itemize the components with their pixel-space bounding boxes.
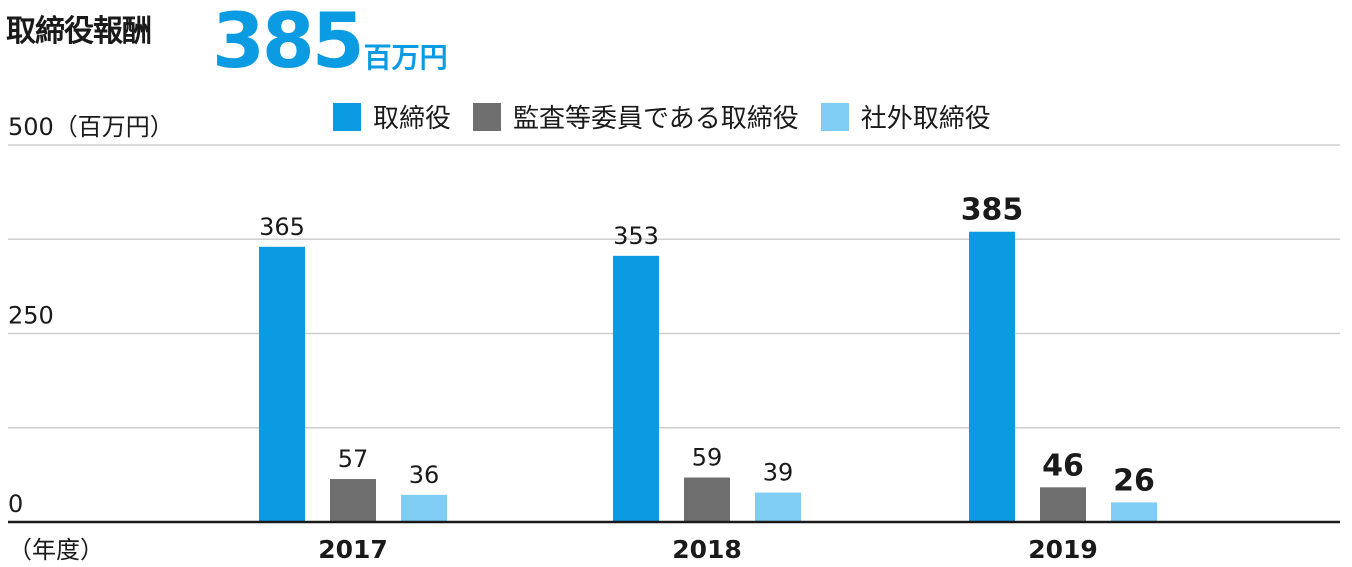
- legend-swatch-outside: [820, 102, 849, 131]
- data-label: 39: [763, 459, 794, 487]
- data-label: 46: [1042, 448, 1084, 483]
- bar: [1040, 487, 1086, 522]
- data-label: 26: [1113, 463, 1155, 498]
- data-label: 57: [338, 445, 369, 473]
- y-tick-label: 500（百万円）: [8, 113, 174, 141]
- bar: [330, 479, 376, 522]
- data-label: 353: [613, 222, 659, 250]
- bar: [969, 231, 1015, 522]
- chart-title: 取締役報酬: [6, 14, 152, 49]
- data-label: 385: [961, 193, 1024, 228]
- bar: [684, 477, 730, 522]
- bar: [755, 492, 801, 522]
- legend-label-audit: 監査等委員である取締役: [513, 104, 799, 134]
- y-tick-label: 0: [8, 490, 23, 518]
- legend-label-directors: 取締役: [373, 104, 452, 134]
- data-label: 365: [259, 213, 305, 241]
- legend-swatch-directors: [333, 102, 361, 131]
- y-tick-label: 250: [8, 302, 54, 330]
- legend-item-audit: 監査等委員である取締役: [473, 98, 799, 135]
- legend-label-outside: 社外取締役: [860, 104, 991, 134]
- bar: [401, 494, 447, 522]
- legend: 取締役 監査等委員である取締役 社外取締役: [333, 98, 991, 135]
- headline-value: 385: [212, 0, 365, 85]
- x-tick-label: 2019: [1028, 535, 1098, 564]
- x-axis-label: （年度）: [8, 536, 104, 564]
- bar: [613, 255, 659, 522]
- data-label: 59: [692, 444, 723, 472]
- x-tick-label: 2018: [672, 535, 742, 564]
- data-label: 36: [409, 461, 440, 489]
- legend-item-outside: 社外取締役: [820, 98, 991, 135]
- legend-swatch-audit: [473, 102, 502, 131]
- headline-total: 385百万円: [212, 0, 448, 85]
- x-tick-label: 2017: [318, 535, 388, 564]
- legend-item-directors: 取締役: [333, 98, 451, 135]
- bar: [1111, 502, 1157, 522]
- bar: [259, 246, 305, 523]
- headline-unit: 百万円: [363, 41, 448, 74]
